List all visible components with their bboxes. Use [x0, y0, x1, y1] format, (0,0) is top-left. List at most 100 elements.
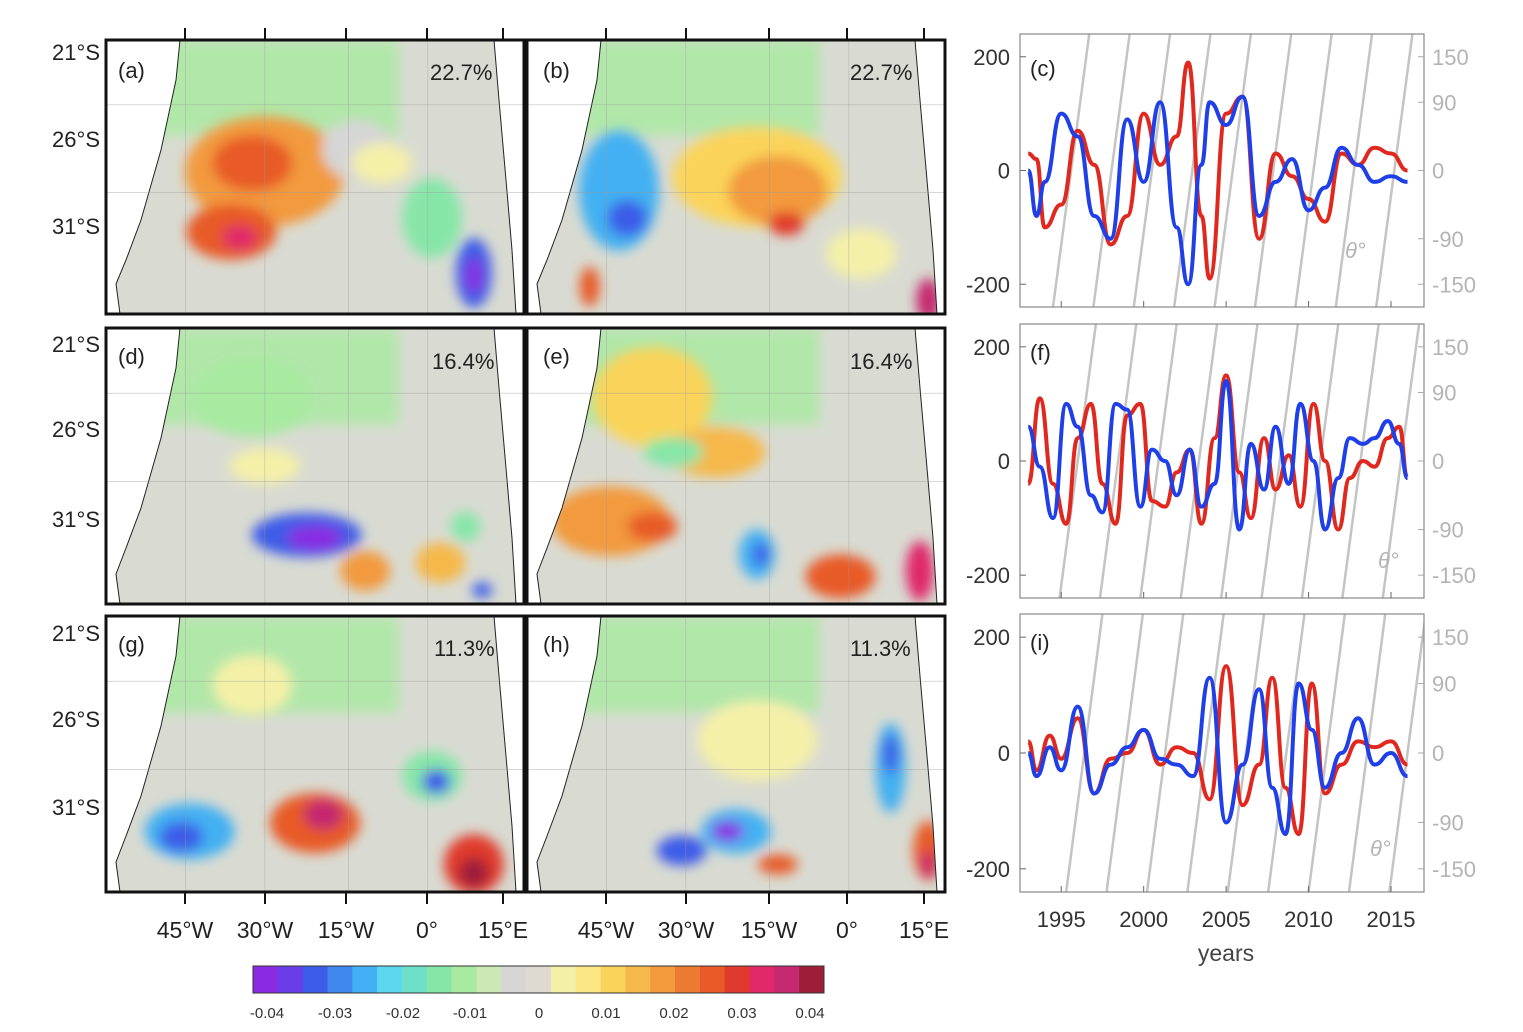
colorbar-swatch-4 [352, 966, 378, 993]
right-tick-label-3: -90 [1432, 518, 1464, 543]
colorbar-swatch-12 [550, 966, 577, 993]
lat-label-21s-row3: 21°S [52, 621, 100, 646]
right-tick-label-1: 90 [1432, 381, 1456, 406]
map-panel-b [525, 38, 947, 316]
colorbar-swatch-18 [699, 966, 726, 993]
map-panel-g [104, 614, 526, 894]
phase-line-6 [1300, 324, 1340, 598]
colorbar-swatch-16 [650, 966, 676, 993]
left-tick-label-1: 0 [998, 159, 1010, 184]
colorbar-swatch-7 [426, 966, 453, 993]
map-frame [525, 326, 947, 606]
land-south-america [527, 328, 602, 604]
lat-label-21s-row1: 21°S [52, 40, 100, 65]
colorbar-ticks: -0.04 -0.03 -0.02 -0.01 0 0.01 0.02 0.03… [250, 1005, 825, 1022]
land-south-america [106, 40, 181, 314]
x-tick-label-1: 2000 [1119, 907, 1168, 932]
anomaly-blob-0 [592, 347, 713, 447]
ts-panel-f-labels: (f) θ° [1030, 340, 1399, 573]
anomaly-blob-8 [643, 437, 704, 468]
right-tick-label-4: -150 [1432, 563, 1476, 588]
phase-line-3 [1172, 34, 1212, 307]
lon-label-15w-b: 15°W [741, 917, 798, 943]
lat-label-31s-row1: 31°S [52, 214, 100, 239]
map-panel-d [104, 326, 526, 606]
map-panels [104, 28, 947, 904]
x-tick-label-2: 2005 [1202, 907, 1251, 932]
map-anomalies [144, 655, 504, 892]
percent-g: 11.3% [434, 636, 495, 661]
anomaly-blob-6 [192, 357, 313, 437]
left-tick-label-0: 200 [973, 625, 1010, 650]
land-south-america [527, 40, 602, 314]
left-tick-label-2: -200 [966, 857, 1010, 882]
lat-label-26s-row1: 26°S [52, 127, 100, 152]
anomaly-blob-3 [303, 799, 344, 830]
series-line-red [1027, 60, 1409, 281]
lon-label-15e-b: 15°E [899, 917, 949, 943]
land-africa [914, 328, 945, 604]
panel-tag-d: (d) [118, 344, 145, 369]
panel-tag-a: (a) [118, 58, 145, 83]
colorbar-swatch-20 [749, 966, 775, 993]
percent-e: 16.4% [850, 349, 912, 374]
map-anomalies [578, 127, 941, 314]
lat-label-26s-row3: 26°S [52, 707, 100, 732]
colorbar [252, 965, 825, 994]
map-frame [104, 614, 526, 894]
anomaly-blob-6 [921, 850, 936, 879]
ts-theta-label-f: θ° [1378, 548, 1399, 573]
phase-line-8 [1374, 34, 1414, 307]
cb-tick-0: -0.04 [250, 1005, 284, 1022]
anomaly-blob-4 [753, 542, 770, 567]
anomaly-blob-8 [351, 143, 412, 184]
left-tick-label-0: 200 [973, 335, 1010, 360]
right-tick-label-2: 0 [1432, 741, 1444, 766]
phase-line-2 [1145, 614, 1185, 892]
right-tick-label-0: 150 [1432, 625, 1469, 650]
cb-tick-8: 0.04 [795, 1005, 824, 1022]
x-axis-title: years [1198, 940, 1254, 966]
right-tick-label-0: 150 [1432, 45, 1469, 70]
left-tick-label-2: -200 [966, 272, 1010, 297]
map-frame [104, 326, 526, 606]
colorbar-swatch-22 [799, 966, 825, 993]
cb-tick-4: 0 [535, 1005, 543, 1022]
lon-label-30w-b: 30°W [658, 917, 715, 943]
anomaly-blob-5 [805, 554, 876, 599]
left-tick-label-0: 200 [973, 45, 1010, 70]
map-panel-a [104, 38, 526, 316]
ts-panel-c-labels: (c) θ° [1030, 56, 1366, 263]
map-frame [104, 38, 526, 316]
anomaly-blob-7 [465, 257, 482, 294]
land-africa [493, 616, 524, 892]
ts-theta-label-i: θ° [1370, 836, 1391, 861]
map-field [568, 616, 820, 713]
cb-tick-2: -0.02 [386, 1005, 420, 1022]
land-africa [493, 328, 524, 604]
right-tick-label-4: -150 [1432, 272, 1476, 297]
lon-label-0-b: 0° [836, 917, 858, 943]
map-frame [525, 38, 947, 316]
colorbar-swatch-11 [526, 966, 552, 993]
anomaly-blob-3 [340, 550, 391, 591]
anomaly-blob-3 [221, 225, 258, 250]
phase-line-5 [1260, 324, 1300, 598]
lat-label-21s-row2: 21°S [52, 332, 100, 357]
map-anomalies [550, 347, 934, 601]
colorbar-swatch-19 [724, 966, 751, 993]
cb-tick-6: 0.02 [659, 1005, 688, 1022]
phase-line-8 [1381, 324, 1421, 598]
anomaly-blob-5 [450, 511, 481, 542]
map-panel-e [525, 326, 947, 606]
anomaly-blob-5 [402, 178, 463, 259]
left-tick-label-1: 0 [998, 449, 1010, 474]
phase-line-2 [1132, 34, 1172, 307]
ts-panel-c: 200 0 -200 150 90 0 -90 -150 [966, 33, 1476, 308]
cb-tick-7: 0.03 [727, 1005, 756, 1022]
phase-line-5 [1253, 34, 1293, 307]
ts-theta-label-c: θ° [1345, 238, 1366, 263]
right-tick-label-4: -150 [1432, 857, 1476, 882]
colorbar-swatch-5 [377, 966, 403, 993]
